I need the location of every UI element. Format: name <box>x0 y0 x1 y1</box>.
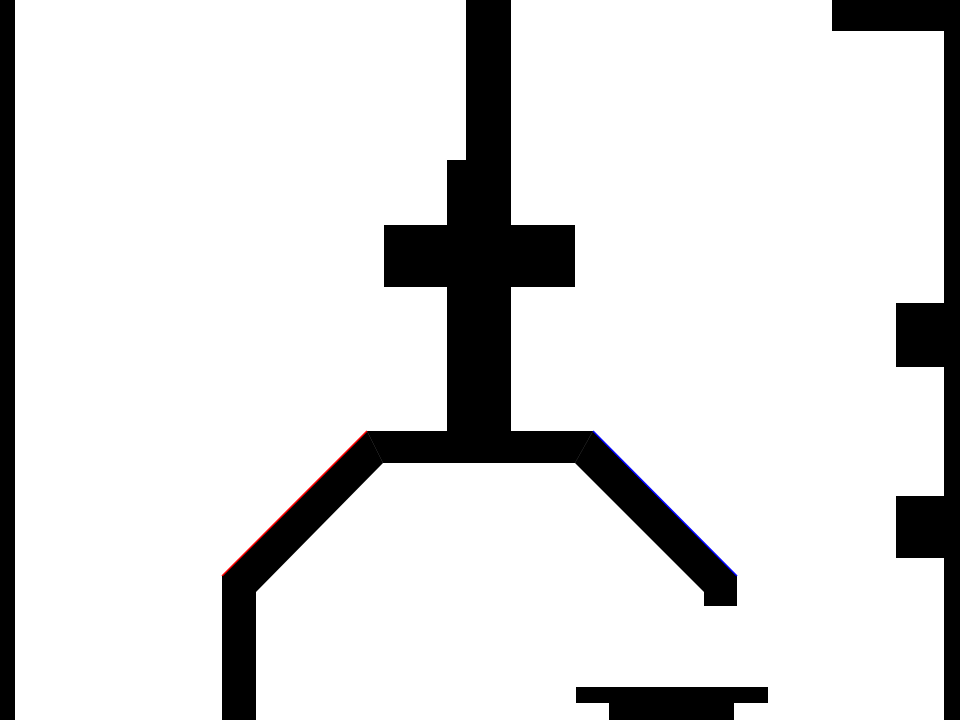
v-yoke <box>367 431 593 463</box>
v-arm-left-accent <box>221 430 368 577</box>
cross-bar <box>384 225 575 287</box>
right-notch-lower <box>896 496 960 558</box>
bottom-dash-top <box>576 687 768 703</box>
v-arm-right <box>575 431 737 606</box>
bottom-dash-bottom <box>609 703 734 720</box>
vertical-stem-step <box>447 160 511 225</box>
v-arm-left <box>222 431 383 592</box>
left-border <box>0 0 15 720</box>
right-notch-upper <box>896 303 960 367</box>
vertical-stem-lower <box>447 287 511 447</box>
left-leg <box>222 576 256 720</box>
top-right-bar <box>832 0 960 31</box>
v-arm-right-accent <box>592 430 738 577</box>
